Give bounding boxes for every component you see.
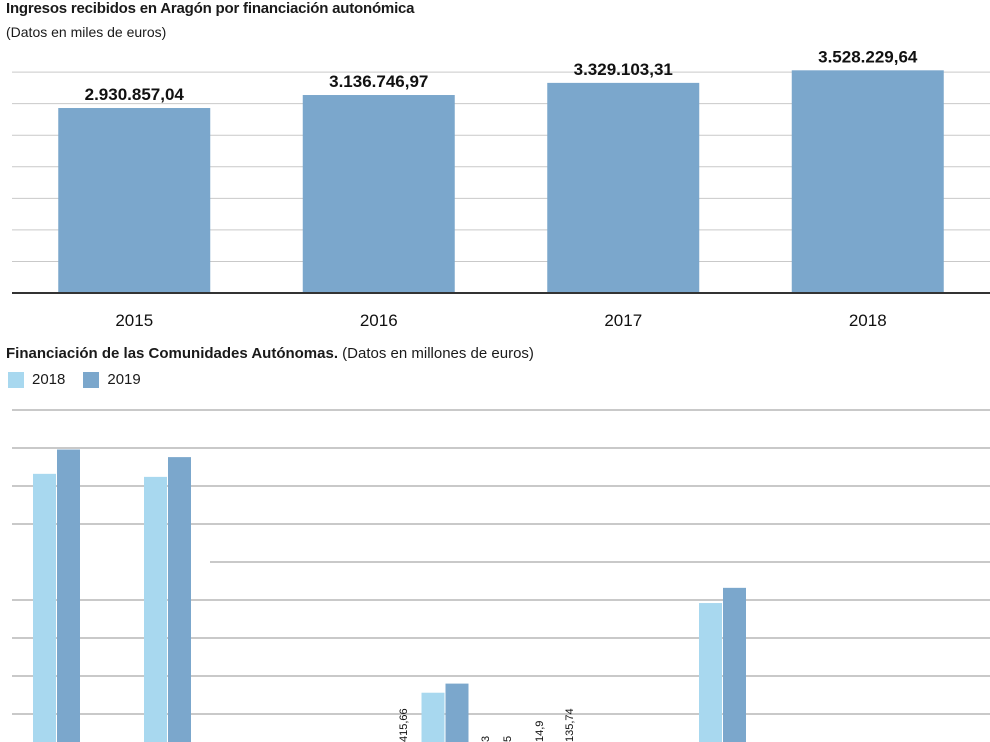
- chart1-xtick-2015: 2015: [115, 311, 153, 330]
- legend-label-2018: 2018: [32, 371, 66, 388]
- chart2-bar-2019-7: [445, 683, 469, 742]
- chart1-svg: 2.930.857,04 2015 3.136.746,97 2016 3.329.10…: [12, 47, 990, 330]
- legend-swatch-2019: [83, 371, 100, 388]
- legend-item-2018: 2018: [8, 371, 65, 388]
- chart1-bar-2016: [302, 95, 455, 293]
- chart1-bar-2015: [58, 108, 211, 294]
- chart1-xtick-2018: 2018: [849, 311, 887, 330]
- chart1-value-label-2016: 3.136.746,97: [329, 72, 428, 91]
- chart2-legend: 2018 2019: [8, 371, 159, 388]
- chart2-value-label: 135,74: [564, 708, 576, 742]
- chart2-bar-2018-2: [144, 476, 167, 742]
- chart2-bar-2019-12: [723, 587, 746, 742]
- chart2-bar-2018-0: [33, 473, 56, 742]
- chart1-value-label-2015: 2.930.857,04: [85, 85, 185, 104]
- chart2-bar-2019-0: [57, 449, 80, 742]
- chart2-value-label: 5: [502, 736, 514, 742]
- chart2-bar-2019-2: [168, 457, 191, 742]
- chart2-bar-2018-12: [699, 603, 722, 742]
- chart1-value-label-2017: 3.329.103,31: [574, 60, 673, 79]
- legend-swatch-2018: [8, 371, 24, 388]
- chart1-subtitle: (Datos en miles de euros): [6, 24, 167, 40]
- chart1-bar-2018: [791, 70, 944, 293]
- chart1-bar-2017: [547, 82, 700, 293]
- chart2-title: Financiación de las Comunidades Autónoma…: [6, 345, 534, 362]
- chart1-xtick-2016: 2016: [360, 311, 398, 330]
- chart1-value-label-2018: 3.528.229,64: [818, 47, 918, 66]
- chart2-value-label: 14,9: [534, 721, 546, 742]
- legend-label-2019: 2019: [107, 371, 141, 388]
- chart2-bar-2018-7: [421, 692, 445, 742]
- chart2-value-label: 415,66: [398, 708, 410, 742]
- legend-item-2019: 2019: [83, 371, 141, 388]
- chart1-title: Ingresos recibidos en Aragón por financi…: [6, 0, 415, 17]
- chart2-title-units: (Datos en millones de euros): [342, 345, 534, 362]
- chart2-title-bold: Financiación de las Comunidades Autónoma…: [6, 345, 338, 362]
- chart2-value-label: 3: [480, 736, 492, 742]
- chart1-xtick-2017: 2017: [604, 311, 642, 330]
